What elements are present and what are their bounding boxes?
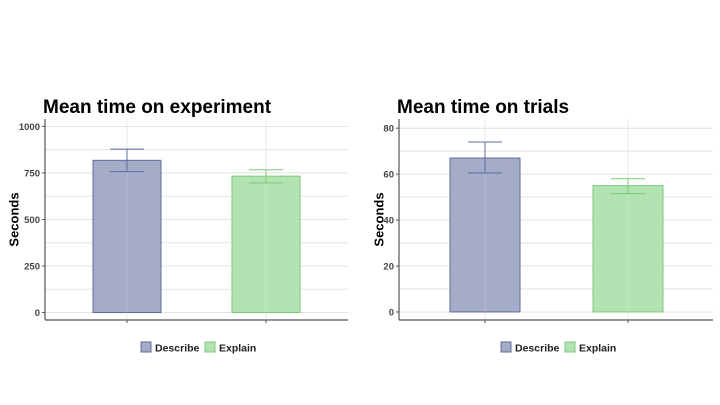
legend-label-describe: Describe bbox=[155, 343, 200, 355]
y-tick-label: 60 bbox=[383, 170, 394, 181]
bar-describe bbox=[92, 159, 162, 314]
legend-label-explain: Explain bbox=[219, 343, 256, 355]
bar-explain bbox=[592, 185, 664, 313]
legend-label-explain: Explain bbox=[579, 343, 616, 355]
y-tick-label: 250 bbox=[24, 262, 40, 273]
y-tick-label: 20 bbox=[383, 262, 394, 273]
legend-swatch-describe bbox=[500, 341, 512, 353]
chart-title: Mean time on experiment bbox=[43, 97, 272, 118]
y-axis-title: Seconds bbox=[6, 192, 21, 246]
legend-swatch-describe bbox=[140, 341, 152, 353]
y-axis-title: Seconds bbox=[371, 192, 386, 246]
y-tick-label: 80 bbox=[383, 124, 394, 135]
bar-explain bbox=[231, 175, 301, 314]
chart-title: Mean time on trials bbox=[397, 97, 569, 118]
y-tick-label: 500 bbox=[24, 215, 40, 226]
bar-describe bbox=[449, 157, 521, 313]
y-tick-label: 1000 bbox=[19, 122, 40, 133]
legend-label-describe: Describe bbox=[515, 343, 560, 355]
y-tick-label: 0 bbox=[389, 307, 394, 318]
y-tick-label: 0 bbox=[35, 308, 40, 319]
y-tick-label: 40 bbox=[383, 216, 394, 227]
legend-swatch-explain bbox=[204, 341, 216, 353]
y-tick-label: 750 bbox=[24, 168, 40, 179]
legend-swatch-explain bbox=[564, 341, 576, 353]
